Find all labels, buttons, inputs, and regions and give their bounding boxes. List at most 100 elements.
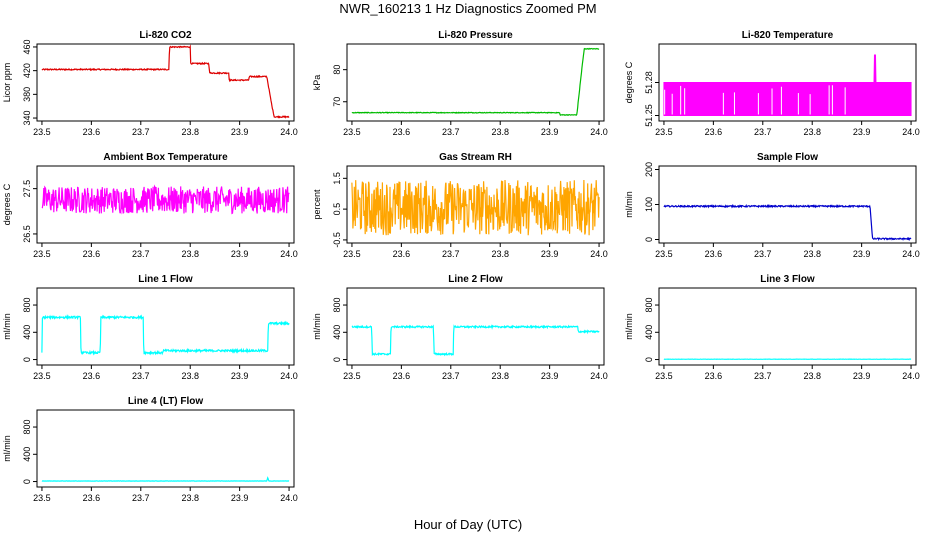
x-tick-label: 24.0 [902,249,920,259]
series-line [663,203,912,242]
x-tick-label: 23.7 [132,371,150,381]
panel-6: Sample Flow ml/min 23.5 23.6 23.7 23.8 23.9 24.… [624,152,920,259]
x-tick-label: 23.5 [655,371,673,381]
plot-frame [658,287,917,366]
x-tick-label: 23.9 [541,371,559,381]
x-tick-label: 23.9 [231,371,249,381]
y-tick-label: 340 [22,111,32,126]
x-tick-label: 23.9 [541,249,559,259]
y-tick-label: 80 [332,65,342,75]
x-tick-label: 23.5 [33,249,51,259]
panel-10: Line 4 (LT) Flow ml/min 23.5 23.6 23.7 23.8 23… [2,396,298,503]
x-tick-label: 23.6 [705,371,723,381]
x-tick-label: 24.0 [590,371,608,381]
y-tick-label: 460 [22,39,32,54]
series-line [351,47,600,117]
x-tick-label: 23.5 [655,127,673,137]
y-tick-label: 1.5 [332,172,342,185]
y-tick-label: 800 [22,420,32,435]
x-tick-label: 24.0 [280,493,298,503]
y-tick-label: 0 [332,357,342,362]
y-tick-label: 400 [332,325,342,340]
y-axis-label: ml/min [624,191,634,218]
panel-title: Gas Stream RH [439,152,512,163]
x-tick-label: 23.7 [442,127,460,137]
x-tick-label: 24.0 [590,249,608,259]
x-tick-label: 23.5 [343,127,361,137]
y-axis-label: degrees C [624,61,634,103]
plot-frame [36,409,295,488]
y-tick-label: 380 [22,87,32,102]
x-tick-label: 24.0 [902,127,920,137]
y-tick-label: 800 [332,298,342,313]
panel-title: Line 4 (LT) Flow [128,396,204,407]
y-tick-label: 800 [22,298,32,313]
y-tick-label: 51.28 [644,71,654,94]
x-tick-label: 23.8 [803,249,821,259]
series-line [41,313,290,356]
y-axis-label: percent [312,189,322,220]
x-tick-label: 23.6 [83,127,101,137]
panel-8: Line 2 Flow ml/min 23.5 23.6 23.7 23.8 23.9 24.… [312,274,608,381]
y-axis-label: degrees C [2,183,12,225]
x-tick-label: 23.8 [803,371,821,381]
y-tick-label: 70 [332,97,342,107]
y-tick-label: 51.25 [644,104,654,127]
x-tick-label: 24.0 [280,371,298,381]
x-axis-title: Hour of Day (UTC) [413,517,523,532]
y-tick-label: 0 [22,479,32,484]
y-axis-label: kPa [312,75,322,91]
y-axis-label: ml/min [2,313,12,340]
plot-frame [346,287,605,366]
x-tick-label: 23.9 [853,127,871,137]
x-tick-label: 23.7 [132,249,150,259]
x-tick-label: 23.9 [853,371,871,381]
y-tick-label: -0.5 [332,232,342,248]
x-tick-label: 23.6 [705,249,723,259]
figure-title: NWR_160213 1 Hz Diagnostics Zoomed PM [339,1,597,16]
y-axis-label: ml/min [2,435,12,462]
y-tick-label: 0.5 [332,203,342,216]
x-tick-label: 23.7 [754,371,772,381]
x-tick-label: 23.5 [343,249,361,259]
y-tick-label: 0 [22,357,32,362]
y-tick-label: 26.5 [22,225,32,243]
x-tick-label: 23.9 [541,127,559,137]
x-tick-label: 24.0 [590,127,608,137]
plot-frame [346,165,605,244]
panel-2: Li-820 Pressure kPa 23.5 23.6 23.7 23.8 23.9 24… [312,30,608,137]
x-tick-label: 23.6 [83,249,101,259]
x-tick-label: 23.6 [393,249,411,259]
x-tick-label: 24.0 [280,249,298,259]
x-tick-label: 23.9 [231,127,249,137]
y-tick-label: 0 [644,237,654,242]
panel-title: Line 2 Flow [448,274,503,285]
plot-frame [658,165,917,244]
x-tick-label: 23.5 [33,371,51,381]
x-tick-label: 23.5 [33,493,51,503]
plot-frame [36,43,295,122]
x-tick-label: 23.7 [754,249,772,259]
x-tick-label: 23.8 [803,127,821,137]
y-tick-label: 420 [22,63,32,78]
x-tick-label: 23.5 [655,249,673,259]
panel-3: Li-820 Temperature degrees C 23.5 23.6 23.7 2… [624,30,920,137]
x-tick-label: 23.8 [181,493,199,503]
panel-title: Line 1 Flow [138,274,193,285]
x-tick-label: 23.7 [754,127,772,137]
plot-frame [36,287,295,366]
y-tick-label: 100 [644,197,654,212]
x-tick-label: 23.5 [33,127,51,137]
panel-title: Li-820 Pressure [438,30,513,41]
x-tick-label: 24.0 [902,371,920,381]
x-tick-label: 23.7 [442,249,460,259]
y-tick-label: 0 [644,357,654,362]
panel-7: Line 1 Flow ml/min 23.5 23.6 23.7 23.8 23.9 24.… [2,274,298,381]
x-tick-label: 23.8 [181,249,199,259]
series-area [663,54,912,116]
x-tick-label: 23.5 [343,371,361,381]
panel-title: Sample Flow [757,152,818,163]
x-tick-label: 23.6 [393,371,411,381]
x-tick-label: 23.6 [83,371,101,381]
